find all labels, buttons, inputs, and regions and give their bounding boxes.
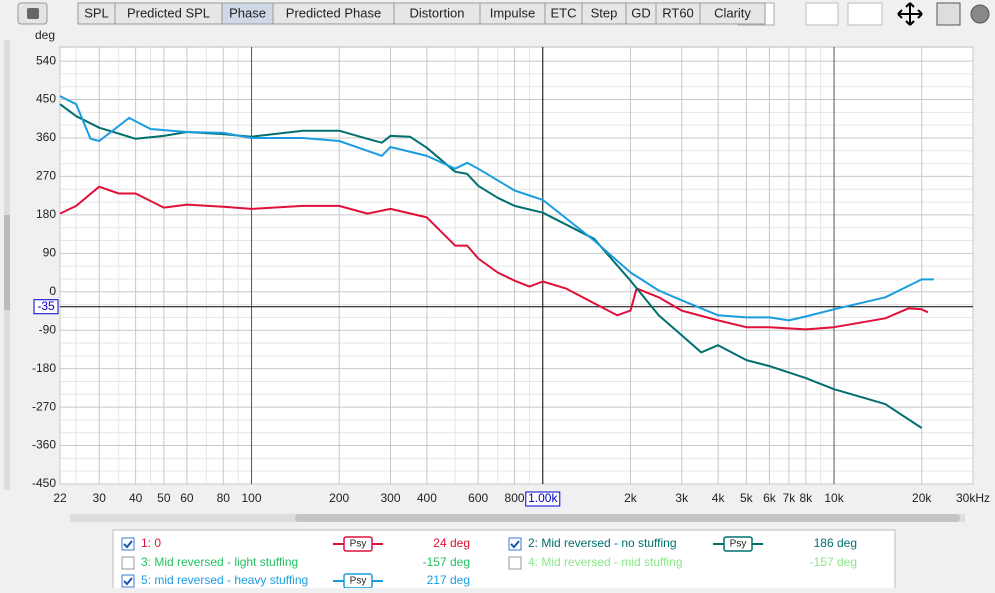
psy-label: Psy (730, 539, 747, 550)
cursor-box (33, 299, 59, 315)
x-tick-label: 800 (505, 491, 525, 505)
x-tick-label: 100 (242, 491, 262, 505)
x-tick-label: 80 (217, 491, 231, 505)
legend-panel (112, 529, 896, 591)
legend-checkbox[interactable] (508, 556, 522, 570)
legend-readout: -157 deg (423, 555, 470, 569)
y-tick-label: -270 (32, 399, 56, 413)
legend-readout: 186 deg (814, 536, 857, 550)
x-tick-label: 5k (740, 491, 754, 505)
tab-label: Phase (229, 5, 266, 20)
legend-name: 5: mid reversed - heavy stuffing (141, 573, 308, 587)
x-tick-label: 60 (180, 491, 194, 505)
checkmark (123, 577, 133, 586)
checkmark (510, 540, 520, 549)
legend-name: 4: Mid reversed - mid stuffing (528, 555, 683, 569)
x-scroll-thumb[interactable] (295, 514, 960, 522)
y-tick-label: 180 (36, 207, 56, 221)
x-tick-label: 2k (624, 491, 638, 505)
x-tick-label: 400 (417, 491, 437, 505)
legend-checkbox[interactable] (121, 574, 135, 588)
y-tick-label: 540 (36, 53, 56, 67)
tab-label: Predicted Phase (286, 5, 381, 20)
settings-button[interactable] (970, 4, 990, 24)
x-tick-label: 50 (157, 491, 171, 505)
legend-name: 3: Mid reversed - light stuffing (141, 555, 298, 569)
psy-button[interactable] (723, 536, 753, 552)
phase-trace (59, 95, 934, 322)
x-tick-label: 10k (824, 491, 844, 505)
legend-name: 2: Mid reversed - no stuffing (528, 536, 677, 550)
tab-label: GD (631, 5, 651, 20)
cursor-x-label: 1.00k (528, 491, 558, 505)
y-scroll-thumb[interactable] (4, 215, 10, 310)
legend-name: 1: 0 (141, 536, 161, 550)
legend-readout: 24 deg (433, 536, 470, 550)
phase-trace (59, 185, 929, 331)
x-tick-label: 3k (675, 491, 689, 505)
tab-label: RT60 (662, 5, 694, 20)
x-tick-label: 4k (712, 491, 726, 505)
x-tick-label: 8k (799, 491, 813, 505)
x-tick-label: 600 (468, 491, 488, 505)
x-tick-label: 40 (129, 491, 143, 505)
legend-checkbox[interactable] (121, 537, 135, 551)
y-tick-label: 0 (49, 284, 56, 298)
y-tick-label: -450 (32, 476, 56, 490)
tab-label: Impulse (490, 5, 536, 20)
psy-label: Psy (350, 576, 367, 587)
controls-button[interactable] (936, 2, 961, 26)
tab-label: SPL (84, 5, 109, 20)
x-tick-label: 7k (783, 491, 797, 505)
cursor-y-label: -35 (37, 299, 55, 313)
x-tick-label: 300 (380, 491, 400, 505)
tab-label: Predicted SPL (127, 5, 210, 20)
x-tick-label: 22 (53, 491, 67, 505)
layout-button[interactable] (805, 2, 839, 26)
legend-readout: -157 deg (810, 555, 857, 569)
tab-button[interactable] (699, 2, 766, 25)
y-tick-label: -360 (32, 438, 56, 452)
legend-readout: 217 deg (427, 573, 470, 587)
y-tick-label: 90 (43, 245, 57, 259)
x-tick-label: 30kHz (956, 491, 990, 505)
x-tick-label: 6k (763, 491, 777, 505)
x-tick-label: 20k (912, 491, 932, 505)
y-tick-label: 450 (36, 92, 56, 106)
cursor-box (525, 491, 561, 507)
layout-button[interactable] (847, 2, 883, 26)
legend-checkbox[interactable] (121, 556, 135, 570)
x-tick-label: 200 (329, 491, 349, 505)
tab-label: ETC (551, 5, 577, 20)
legend-checkbox[interactable] (508, 537, 522, 551)
psy-label: Psy (350, 539, 367, 550)
checkmark (123, 540, 133, 549)
y-tick-label: 270 (36, 169, 56, 183)
camera-icon (27, 8, 39, 19)
y-tick-label: 360 (36, 130, 56, 144)
tab-label: Step (591, 5, 618, 20)
psy-button[interactable] (343, 536, 373, 552)
y-axis-label: deg (35, 28, 55, 42)
y-tick-label: -90 (39, 322, 57, 336)
tab-label: Distortion (410, 5, 465, 20)
y-tick-label: -180 (32, 361, 56, 375)
tab-label: Clarity (714, 5, 751, 20)
x-tick-label: 30 (93, 491, 107, 505)
zoom-button[interactable] (897, 2, 923, 26)
